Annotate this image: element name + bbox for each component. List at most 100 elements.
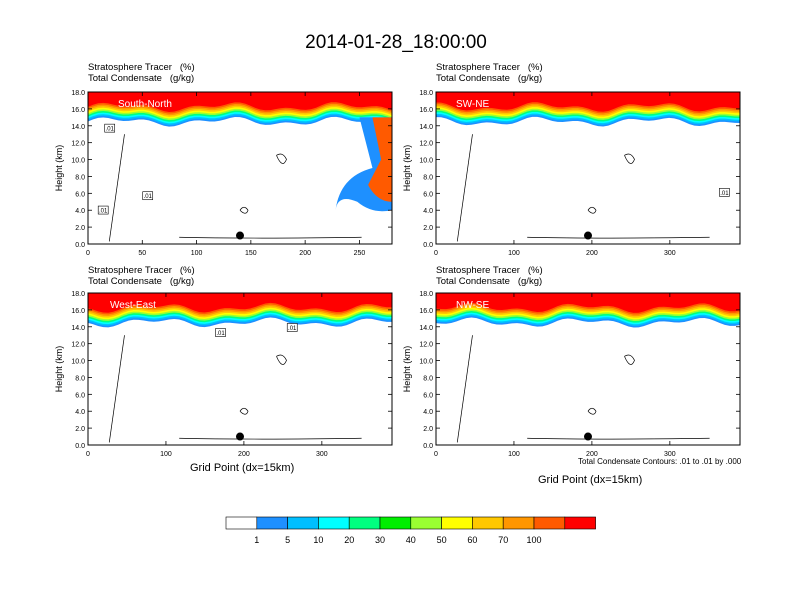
location-marker <box>584 231 592 240</box>
x-tick-label: 150 <box>245 250 257 257</box>
x-tick-label: 100 <box>191 250 203 257</box>
y-axis-title: Height (km) <box>402 346 412 393</box>
panel-2-header: Stratosphere Tracer (%) Total Condensate… <box>436 62 543 84</box>
panel-label: NW-SE <box>456 300 489 311</box>
y-tick-label: 16.0 <box>71 107 85 114</box>
y-tick-label: 14.0 <box>71 325 85 332</box>
tracer-band <box>436 293 740 313</box>
x-tick-label: 200 <box>299 250 311 257</box>
plot-frame <box>435 91 741 245</box>
y-tick-label: 4.0 <box>423 208 433 215</box>
y-tick-label: 18.0 <box>419 291 433 298</box>
colorbar-label: 60 <box>467 535 477 545</box>
condensate-contour <box>527 236 710 239</box>
tracer-band <box>88 293 392 313</box>
x-tick-label: 300 <box>316 451 328 458</box>
colorbar-swatch <box>502 516 535 530</box>
x-tick-label: 100 <box>508 451 520 458</box>
colorbar-swatch <box>533 516 566 530</box>
condensate-contour <box>587 206 597 214</box>
condensate-contour <box>276 354 287 365</box>
y-axis-title: Height (km) <box>54 346 64 393</box>
y-tick-label: 16.0 <box>419 308 433 315</box>
y-tick-label: 2.0 <box>75 426 85 433</box>
colorbar-swatch <box>441 516 473 530</box>
y-axis-title: Height (km) <box>402 145 412 192</box>
contour-label-box <box>286 323 298 332</box>
y-tick-label: 0.0 <box>75 242 85 249</box>
tracer-band <box>436 92 740 112</box>
x-tick-label: 100 <box>508 250 520 257</box>
y-tick-label: 12.0 <box>419 141 433 148</box>
colorbar-label: 50 <box>437 535 447 545</box>
x-tick-label: 200 <box>586 250 598 257</box>
y-tick-label: 2.0 <box>423 225 433 232</box>
panel-1-header: Stratosphere Tracer (%) Total Condensate… <box>88 62 195 84</box>
y-tick-label: 10.0 <box>71 158 85 165</box>
condensate-contour <box>108 335 125 443</box>
y-tick-label: 18.0 <box>419 90 433 97</box>
x-tick-label: 250 <box>354 250 366 257</box>
colorbar-swatch <box>256 516 288 530</box>
x-axis-title-right: Grid Point (dx=15km) <box>538 474 643 486</box>
y-tick-label: 6.0 <box>75 191 85 198</box>
contour-label: .01 <box>106 127 115 133</box>
x-tick-label: 50 <box>138 250 146 257</box>
colorbar-swatch <box>379 516 412 530</box>
y-tick-label: 10.0 <box>419 158 433 165</box>
contour-label-box <box>215 328 226 337</box>
y-tick-label: 6.0 <box>423 392 433 399</box>
y-tick-label: 12.0 <box>71 342 85 349</box>
y-tick-label: 8.0 <box>423 375 433 382</box>
y-tick-label: 6.0 <box>423 191 433 198</box>
x-tick-label: 0 <box>86 250 90 257</box>
contour-label-box <box>104 123 116 133</box>
y-tick-label: 10.0 <box>71 359 85 366</box>
panel-4-header: Stratosphere Tracer (%) Total Condensate… <box>436 265 543 287</box>
header-line1: Stratosphere Tracer (%) <box>88 62 195 73</box>
y-tick-label: 8.0 <box>75 174 85 181</box>
header-line1: Stratosphere Tracer (%) <box>436 265 543 276</box>
colorbar-label: 10 <box>313 535 323 545</box>
colorbar-swatch <box>348 516 381 530</box>
y-tick-label: 8.0 <box>423 174 433 181</box>
y-tick-label: 0.0 <box>423 443 433 450</box>
x-axis-title-left: Grid Point (dx=15km) <box>190 462 295 474</box>
panel-label: West-East <box>110 300 156 311</box>
contour-label-box <box>719 188 730 197</box>
y-tick-label: 6.0 <box>75 392 85 399</box>
colorbar-label: 40 <box>406 535 416 545</box>
y-tick-label: 12.0 <box>419 342 433 349</box>
condensate-contour <box>276 153 287 164</box>
y-tick-label: 12.0 <box>71 141 85 148</box>
header-line1: Stratosphere Tracer (%) <box>88 265 195 276</box>
header-line2: Total Condensate (g/kg) <box>88 276 195 287</box>
colorbar-swatch <box>410 516 442 530</box>
panel-3-header: Stratosphere Tracer (%) Total Condensate… <box>88 265 195 287</box>
x-tick-label: 0 <box>434 250 438 257</box>
contour-label: .01 <box>720 191 729 197</box>
x-tick-label: 0 <box>434 451 438 458</box>
x-tick-label: 100 <box>160 451 172 458</box>
colorbar-label: 100 <box>526 535 541 545</box>
tracer-band <box>88 92 392 112</box>
y-tick-label: 4.0 <box>75 409 85 416</box>
colorbar-swatch <box>472 516 504 530</box>
condensate-contour <box>239 206 249 214</box>
y-tick-label: 14.0 <box>71 124 85 131</box>
x-tick-label: 300 <box>664 451 676 458</box>
y-tick-label: 4.0 <box>423 409 433 416</box>
header-line2: Total Condensate (g/kg) <box>88 73 195 84</box>
contour-label-box <box>142 191 154 201</box>
y-tick-label: 0.0 <box>423 242 433 249</box>
colorbar-label: 1 <box>254 535 259 545</box>
y-tick-label: 18.0 <box>71 90 85 97</box>
header-line1: Stratosphere Tracer (%) <box>436 62 543 73</box>
colorbar-swatch <box>318 516 350 530</box>
condensate-contour <box>179 236 362 239</box>
panel-2: .01 0.0 2.0 4.0 6.0 8.0 10.0 12.0 14.0 16.0 18.0 0 1… <box>402 90 741 257</box>
plot-frame <box>435 292 741 446</box>
y-tick-label: 4.0 <box>75 208 85 215</box>
contour-label: .01 <box>99 209 108 215</box>
plot-frame <box>87 292 393 446</box>
